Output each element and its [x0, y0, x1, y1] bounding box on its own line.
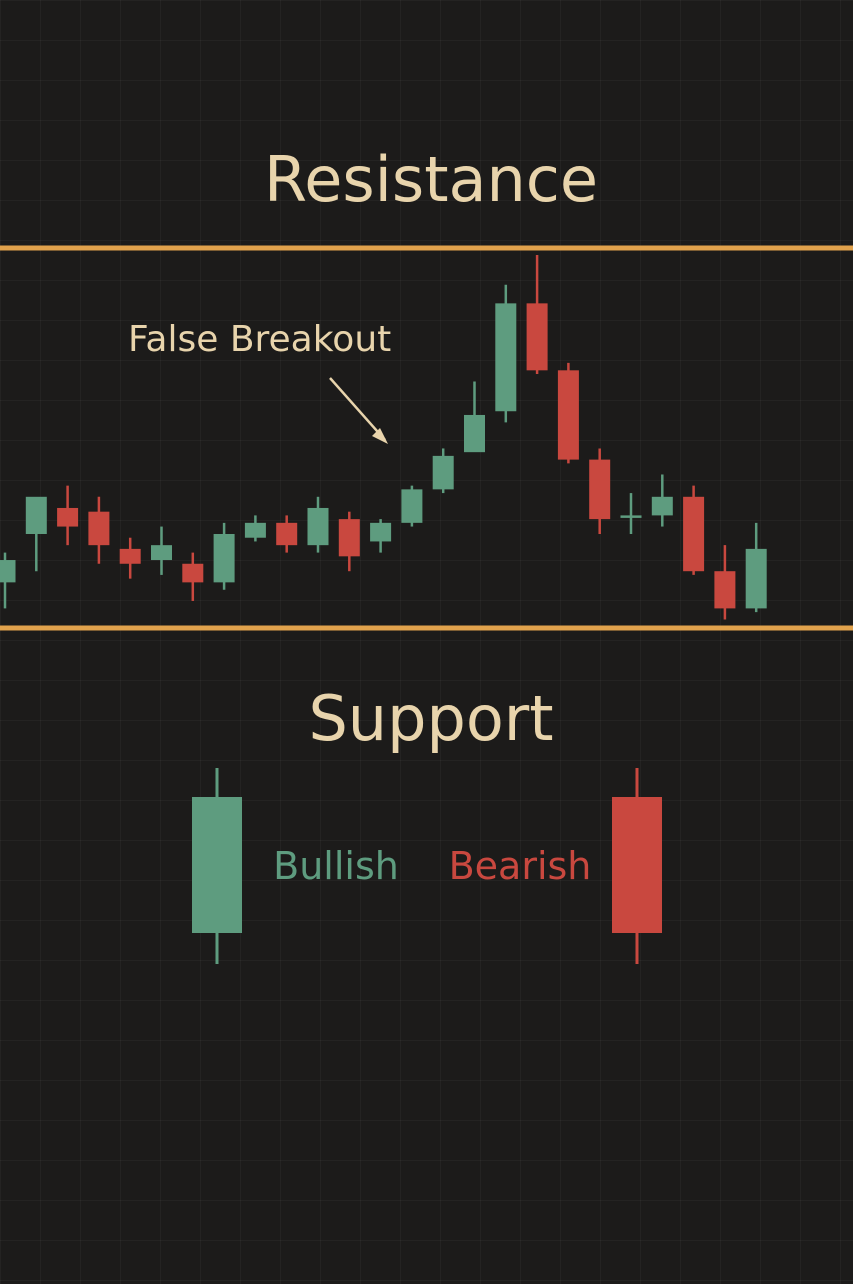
candle-14 — [432, 448, 454, 494]
bearish-candle-body — [276, 522, 298, 546]
bearish-candle-body — [714, 571, 736, 609]
candle-11 — [338, 511, 360, 572]
candle-21 — [651, 474, 673, 527]
annotation-arrow-line — [329, 377, 386, 441]
legend-candle-body — [192, 797, 242, 933]
bullish-candle-body — [25, 496, 47, 534]
candle-4 — [119, 537, 141, 579]
bullish-candle-body — [745, 548, 767, 609]
bullish-candle-body — [401, 489, 423, 523]
candle-1 — [25, 496, 47, 572]
candle-17 — [526, 255, 548, 375]
candle-9 — [276, 515, 298, 553]
annotation-arrow-head — [372, 428, 388, 444]
candle-3 — [88, 496, 110, 564]
bullish-candle-body — [432, 455, 454, 490]
bearish-candle-body — [57, 507, 79, 527]
candle-6 — [182, 552, 204, 601]
resistance-label: Resistance — [264, 143, 598, 216]
candle-15 — [464, 381, 485, 453]
bullish-candle-body — [495, 303, 517, 412]
annotation-arrow — [329, 377, 388, 444]
bullish-candle-body — [620, 515, 642, 518]
candle-19 — [589, 448, 611, 534]
false-breakout-annotation: False Breakout — [128, 319, 391, 360]
support-label: Support — [308, 682, 553, 755]
bearish-candle-body — [683, 496, 705, 572]
candle-20 — [620, 493, 642, 534]
bullish-candle-body — [151, 545, 172, 561]
candle-12 — [370, 519, 392, 553]
bullish-candle-body — [0, 560, 16, 583]
candle-0 — [0, 552, 16, 609]
legend: Bullish Bearish — [192, 768, 662, 964]
candle-2 — [57, 485, 79, 546]
bearish-candle-body — [119, 548, 141, 564]
candle-18 — [557, 362, 579, 464]
candle-5 — [151, 526, 172, 575]
candle-23 — [714, 545, 736, 620]
legend-candle-body — [612, 797, 662, 933]
bullish-candle-body — [464, 414, 485, 453]
bullish-candle-body — [370, 522, 392, 542]
bullish-candle-body — [651, 496, 673, 516]
candle-13 — [401, 485, 423, 527]
legend-bearish-candle — [612, 768, 662, 964]
candle-7 — [213, 522, 235, 590]
legend-bullish-candle — [192, 768, 242, 964]
candles-group — [0, 255, 767, 620]
bearish-candle-body — [88, 511, 110, 546]
bearish-candle-body — [557, 370, 579, 460]
legend-bearish-label: Bearish — [449, 844, 592, 888]
bearish-candle-body — [526, 303, 548, 371]
candle-22 — [683, 485, 705, 575]
candle-8 — [244, 515, 266, 542]
candle-24 — [745, 522, 767, 613]
legend-bullish-label: Bullish — [273, 844, 399, 888]
bearish-candle-body — [589, 459, 611, 520]
candle-10 — [307, 496, 329, 553]
bearish-candle-body — [182, 563, 204, 583]
bullish-candle-body — [307, 507, 329, 546]
candle-16 — [495, 284, 517, 423]
bullish-candle-body — [244, 522, 266, 538]
bullish-candle-body — [213, 534, 235, 583]
bearish-candle-body — [338, 519, 360, 557]
